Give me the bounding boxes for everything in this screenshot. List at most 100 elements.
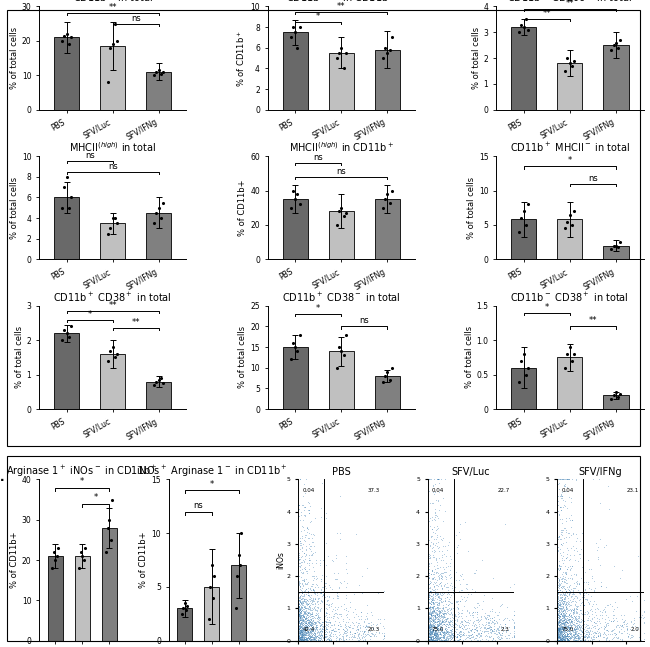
Point [294,499,304,510]
Point [484,621,495,631]
Point [584,564,594,574]
Point [296,606,306,616]
Point [430,608,440,618]
Point [434,619,445,629]
Point [570,600,580,611]
Point [561,622,571,633]
Point [437,626,447,637]
Point [296,602,306,613]
Point [428,631,438,642]
Point [607,600,618,611]
Point [427,611,437,621]
Point [559,633,569,644]
Point [322,604,332,615]
Point [448,623,459,633]
Point [452,635,463,645]
Point [293,603,304,613]
Point [300,614,311,624]
Point [560,631,570,641]
Point [299,633,309,643]
Point [572,624,582,635]
Point [571,618,581,628]
Point [472,622,482,632]
Point [432,624,443,634]
Point [318,542,329,553]
Point [486,624,496,634]
Point [446,607,456,617]
Point [324,617,335,628]
Point [302,609,312,620]
Point [558,602,569,613]
Point [463,631,474,641]
Point [303,620,313,630]
Point [423,631,434,641]
Point [556,505,566,516]
Point [427,594,437,604]
Point [306,630,316,641]
Point [293,593,304,604]
Point [552,584,562,594]
Point [493,607,504,617]
Point [424,602,434,613]
Point [432,622,442,633]
Point [317,617,327,627]
Point [567,612,578,622]
Point [296,616,307,626]
Point [326,627,336,637]
Point [332,590,343,600]
Point [298,595,309,605]
Point [564,623,574,633]
Point [305,631,315,641]
Point [493,624,503,635]
Point [460,616,471,626]
Point [574,631,584,642]
Point [297,551,307,561]
Point [311,631,322,641]
Point [308,626,318,637]
Point [555,609,566,619]
Point [66,192,77,203]
Point [555,590,566,600]
Point [423,631,434,642]
Point [311,622,321,633]
Point [476,619,487,630]
Point [557,623,567,633]
Point [562,630,572,641]
Point [439,635,449,645]
Point [552,577,563,587]
Point [74,563,85,573]
Point [426,586,436,597]
Point [307,626,317,636]
Point [558,626,569,637]
Point [324,580,334,590]
Point [344,622,355,633]
Point [436,626,447,636]
Point [557,626,567,637]
Point [441,608,452,619]
Point [495,620,506,631]
Point [488,633,499,643]
Point [295,613,306,623]
Point [566,617,577,627]
Point [555,624,566,634]
Point [330,619,340,629]
Point [554,531,564,542]
Point [296,622,306,632]
Point [296,622,306,632]
Point [552,629,563,639]
Point [468,611,478,622]
Point [574,549,584,559]
Point [489,620,499,631]
Point [451,567,462,577]
Point [307,624,318,634]
Point [299,595,309,606]
Point [560,620,570,631]
Point [443,620,453,630]
Point [300,532,310,542]
Point [424,635,435,646]
Point [424,564,434,574]
Point [469,624,480,634]
Point [294,602,305,613]
Point [437,625,447,635]
Point [316,512,326,522]
